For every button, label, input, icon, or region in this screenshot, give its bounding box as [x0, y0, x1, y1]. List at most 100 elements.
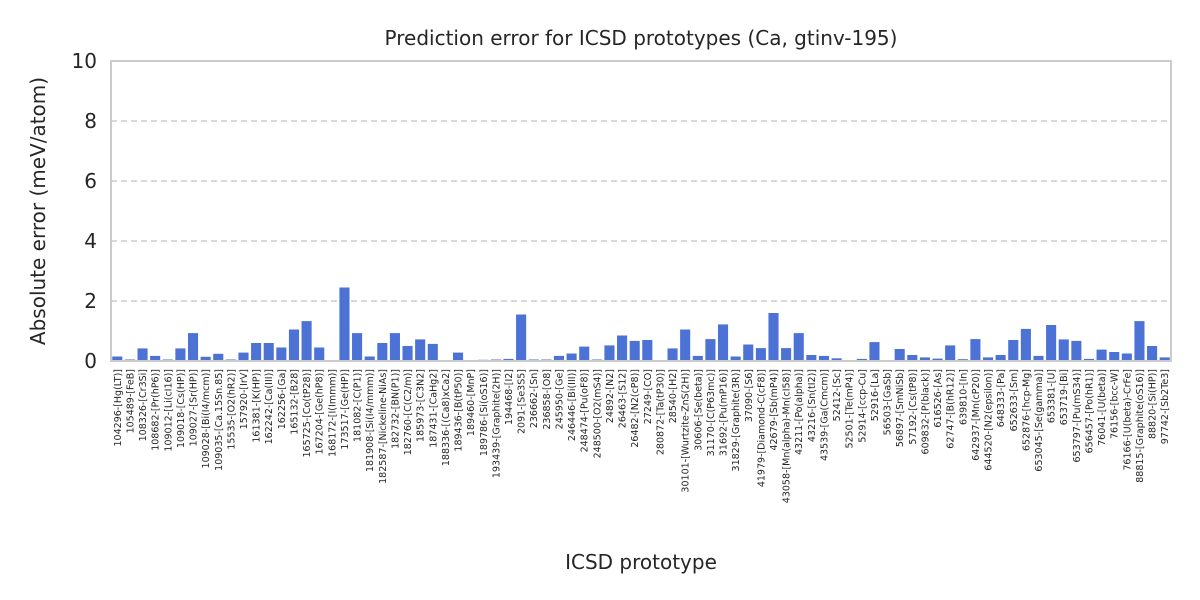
x-tick-label: 162242-[Ca(III)] — [264, 369, 275, 444]
bar — [1058, 339, 1069, 361]
y-tick-label: 2 — [84, 289, 97, 313]
bar — [1096, 349, 1107, 361]
y-tick-labels: 0 2 4 6 8 10 — [72, 49, 97, 373]
x-tick-label: 185973-[C3N2] — [416, 369, 427, 442]
bar — [1134, 321, 1145, 361]
x-tick-label: 26482-[N2(cP8)] — [630, 369, 641, 448]
x-tick-label: 161381-[K(HP)] — [252, 369, 263, 443]
x-tick-label: 31829-[Graphite(3R)] — [731, 369, 742, 471]
x-tick-label: 97742-[Sb2Te3] — [1160, 369, 1171, 444]
x-tick-label: 653719-[Bi] — [1059, 369, 1070, 425]
y-axis-title: Absolute error (meV/atom) — [26, 77, 50, 345]
x-tick-label: 108682-[Pr(hP6)] — [151, 369, 162, 451]
bar — [793, 333, 804, 361]
bar — [755, 348, 766, 361]
x-tick-label: 181082-[C(P1)] — [353, 369, 364, 442]
bar — [831, 358, 842, 361]
grid-lines — [111, 120, 1171, 302]
x-tick-label: 193439-[Graphite(2H)] — [491, 369, 502, 478]
chart-title: Prediction error for ICSD prototypes (Ca… — [385, 26, 898, 50]
x-tick-label: 182732-[BN(P1)] — [390, 369, 401, 449]
x-tick-label: 165132-[B28] — [289, 369, 300, 435]
bar — [339, 287, 350, 361]
x-tick-label: 616526-[As] — [933, 369, 944, 428]
x-tick-labels: 104296-[Hg(LT)] 105489-[FeB] 108326-[Cr3Si… — [113, 369, 1171, 503]
bar — [768, 313, 779, 361]
x-tick-label: 648333-[Pa] — [996, 369, 1007, 427]
x-tick-label: 88815-[Graphite(oS16)] — [1135, 369, 1146, 483]
x-tick-label: 43539-[Ga(Cmcm)] — [819, 369, 830, 461]
bar — [806, 355, 817, 361]
x-tick-label: 76041-[U(beta)] — [1097, 369, 1108, 446]
x-tick-label: 109018-[Cs(HP)] — [176, 369, 187, 448]
bar — [932, 358, 943, 361]
bar — [907, 355, 918, 361]
x-tick-label: 52914-[ccp-Cu] — [857, 369, 868, 443]
x-tick-label: 56897-[SmNiSb] — [895, 369, 906, 447]
x-tick-label: 246446-[Bi(III)] — [567, 369, 578, 441]
x-tick-label: 280872-[Ta(tP30)] — [655, 369, 666, 455]
y-tick-label: 8 — [84, 109, 97, 133]
y-tick-label: 6 — [84, 169, 97, 193]
bar — [781, 348, 792, 361]
bar — [516, 314, 527, 361]
bar — [415, 339, 426, 361]
bar — [187, 333, 199, 361]
bar — [263, 343, 274, 361]
plot-frame — [110, 60, 1172, 362]
bar — [1109, 352, 1120, 361]
x-tick-label: 37090-[S6] — [744, 369, 755, 422]
x-tick-label: 24892-[N2] — [605, 369, 616, 423]
bar — [629, 340, 640, 361]
bar — [995, 355, 1006, 361]
x-tick-label: 109028-[Bi(I4/mcm)] — [201, 369, 212, 468]
x-tick-label: 52916-[La] — [870, 369, 881, 421]
x-tick-label: 165725-[Co(tP28)] — [302, 369, 313, 458]
x-axis-title: ICSD prototype — [565, 550, 717, 574]
x-tick-label: 652633-[Sm] — [1009, 369, 1020, 431]
x-tick-label: 653381-[U] — [1047, 369, 1058, 423]
bar — [717, 324, 729, 361]
x-tick-label: 182760-[C(C2/m)] — [403, 369, 414, 455]
bar — [705, 339, 716, 361]
x-tick-label: 653797-[Pu(mS34)] — [1072, 369, 1083, 462]
x-tick-label: 236858-[O8] — [542, 369, 553, 430]
bar — [364, 356, 375, 361]
bar — [743, 344, 754, 361]
bar — [301, 321, 312, 361]
bar — [251, 343, 262, 361]
bars — [112, 287, 1170, 361]
x-tick-label: 109027-[Sr(HP)] — [189, 369, 200, 446]
bar — [112, 356, 123, 361]
y-tick-label: 4 — [84, 229, 97, 253]
bar — [919, 357, 930, 361]
x-tick-label: 653045-[Se(gamma)] — [1034, 369, 1045, 472]
bar — [503, 358, 514, 361]
bar — [452, 352, 464, 361]
bar — [982, 357, 994, 361]
bar — [617, 335, 628, 361]
bar — [276, 347, 287, 361]
bar — [314, 347, 325, 361]
bar — [818, 355, 830, 361]
x-tick-label: 162256-[Ga] — [277, 369, 288, 429]
x-tick-label: 248474-[Pu(oF8)] — [580, 369, 591, 452]
bar — [869, 342, 880, 361]
x-tick-label: 52501-[Te(mP4)] — [845, 369, 856, 449]
x-tick-label: 656457-[Po(hR1)] — [1084, 369, 1095, 453]
x-tick-label: 76166-[U(beta)-CrFe] — [1122, 369, 1133, 471]
x-tick-label: 108326-[Cr3Si] — [138, 369, 149, 441]
bar — [1121, 353, 1132, 361]
bar — [553, 355, 565, 361]
bar — [150, 355, 161, 361]
bar — [175, 348, 186, 361]
x-tick-label: 173517-[Ge(HP)] — [340, 369, 351, 450]
x-tick-label: 182587-[Nickeline-NiAs] — [378, 369, 389, 484]
x-tick-label: 181908-[Si(I4/mmm)] — [365, 369, 376, 472]
bar — [970, 339, 981, 361]
x-tick-label: 27249-[CO] — [643, 369, 654, 424]
x-tick-label: 245950-[Ge] — [554, 369, 565, 429]
x-tick-label: 609832-[P(black)] — [920, 369, 931, 454]
x-tick-label: 15535-[O2(hR2)] — [226, 369, 237, 450]
